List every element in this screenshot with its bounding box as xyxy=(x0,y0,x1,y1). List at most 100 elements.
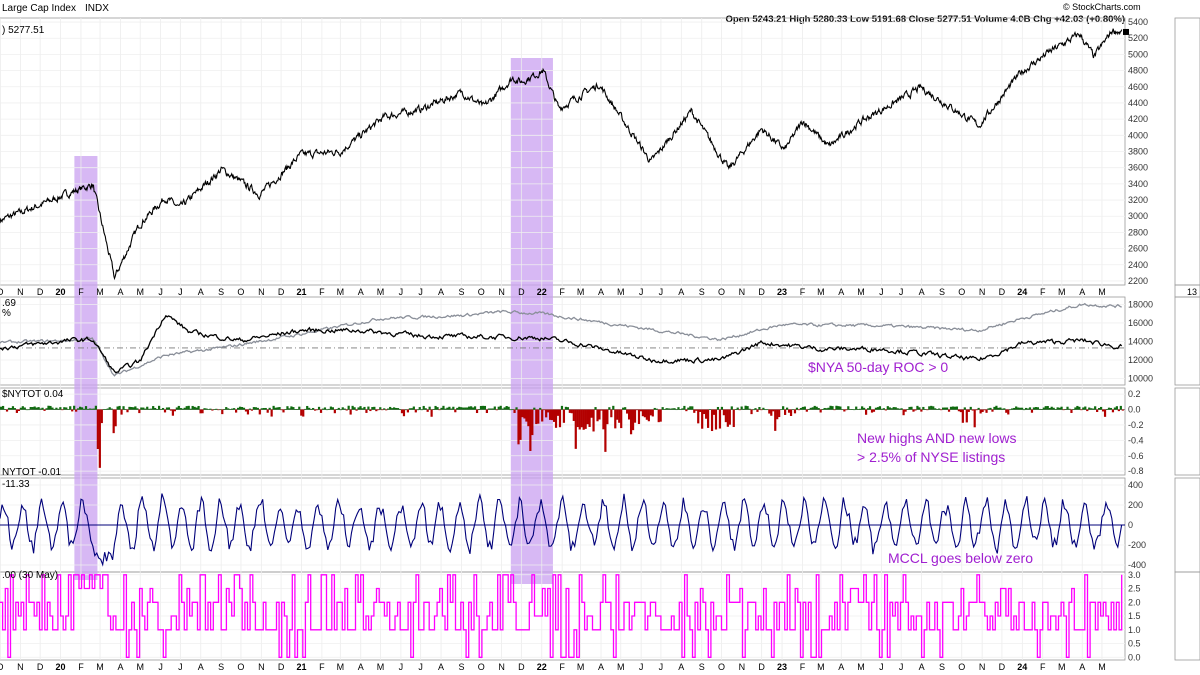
nytot-bar xyxy=(934,408,937,410)
nytot-bar xyxy=(9,408,13,410)
exchange-label: INDX xyxy=(85,3,109,14)
nytot-bar xyxy=(41,407,44,410)
nytot-bar xyxy=(940,409,943,411)
nytot-bar xyxy=(849,409,852,410)
nytot-bar xyxy=(489,408,492,410)
nytot-bar xyxy=(517,409,520,445)
nytot-bar xyxy=(908,406,911,410)
nytot-bar xyxy=(1011,408,1014,410)
month-tick-label: A xyxy=(358,287,364,297)
month-tick-label: M xyxy=(337,287,345,297)
nytot-bar xyxy=(424,408,427,410)
nytot-bar xyxy=(161,407,165,410)
month-tick-label: O xyxy=(478,662,485,672)
nytot-bar xyxy=(130,407,133,410)
y-tick-label: 2.5 xyxy=(1128,584,1141,594)
nytot-bar xyxy=(570,409,573,414)
nytot-bar xyxy=(493,406,496,410)
nytot-bar xyxy=(1074,407,1077,410)
nytot-bar xyxy=(302,409,305,417)
month-tick-label: O xyxy=(718,662,725,672)
nytot-bar xyxy=(73,405,76,410)
y-tick-label: 5400 xyxy=(1128,17,1148,27)
nytot-bar xyxy=(221,409,224,415)
nytot-bar xyxy=(193,406,196,410)
nytot-bar xyxy=(201,409,204,414)
nytot-bar xyxy=(728,409,731,425)
y-tick-label: -400 xyxy=(1128,560,1146,570)
month-tick-label: 22 xyxy=(537,662,547,672)
nytot-bar xyxy=(63,407,66,410)
y-tick-label: 14000 xyxy=(1128,336,1153,346)
nytot-bar xyxy=(708,409,712,410)
month-tick-label: M xyxy=(337,662,345,672)
nytot-bar xyxy=(564,406,568,410)
nytot-bar xyxy=(146,406,149,410)
nytot-bar xyxy=(938,408,941,410)
nytot-bar xyxy=(35,407,38,410)
price-line xyxy=(0,28,1123,281)
nytot-bar xyxy=(643,409,646,418)
nytot-bar xyxy=(997,407,1000,410)
month-tick-label: D xyxy=(278,287,285,297)
nytot-bar xyxy=(626,409,629,414)
nytot-bar xyxy=(857,409,860,410)
nytot-bar xyxy=(839,406,842,410)
mccl-line xyxy=(0,492,1123,567)
nytot-bar xyxy=(770,409,773,416)
nytot-bar xyxy=(254,407,257,410)
nytot-bar xyxy=(61,409,64,411)
nytot-bar xyxy=(144,408,147,410)
nytot-bar xyxy=(45,408,48,410)
nytot-bar xyxy=(179,408,182,410)
month-tick-label: F xyxy=(1040,287,1046,297)
side-axis-frame xyxy=(1174,284,1200,298)
nytot-bar xyxy=(1096,409,1099,413)
nytot-bar xyxy=(1034,407,1038,410)
nytot-bar xyxy=(697,409,700,424)
nytot-bar xyxy=(943,407,947,410)
nytot-bar xyxy=(691,406,694,410)
nytot-bar xyxy=(268,407,271,410)
nytot-bar xyxy=(989,407,992,410)
nytot-bar xyxy=(67,409,70,410)
nytot-bar xyxy=(88,408,92,410)
nytot-bar xyxy=(945,407,949,410)
nytot-bar xyxy=(718,409,722,429)
nytot-bar xyxy=(888,407,891,410)
nytot-bar xyxy=(21,406,24,410)
month-tick-label: N xyxy=(498,287,505,297)
nytot-bar xyxy=(1111,409,1115,413)
nytot-bar xyxy=(768,409,771,414)
month-tick-label: F xyxy=(1040,662,1046,672)
nytot-bar xyxy=(306,405,309,410)
nytot-bar xyxy=(926,409,929,411)
nytot-bar xyxy=(495,409,498,411)
nytot-bar xyxy=(270,409,273,417)
nytot-bar xyxy=(329,406,332,410)
nytot-bar xyxy=(23,407,26,410)
nytot-bar xyxy=(795,407,799,410)
nytot-bar xyxy=(19,407,22,410)
nytot-bar xyxy=(347,405,350,410)
nytot-bar xyxy=(317,406,321,410)
nytot-bar xyxy=(400,409,404,414)
nytot-bar xyxy=(452,406,455,410)
nytot-bar xyxy=(392,407,396,410)
nytot-bar xyxy=(1115,406,1118,410)
month-tick-label: D xyxy=(758,287,765,297)
month-tick-label: D xyxy=(278,662,285,672)
nytot-bar xyxy=(1009,409,1012,411)
nytot-bar xyxy=(1030,409,1034,413)
nytot-bar xyxy=(541,409,544,422)
nytot-bar xyxy=(217,409,220,411)
nytot-bar xyxy=(353,407,356,410)
nytot-bar xyxy=(829,405,832,410)
nytot-bar xyxy=(689,406,692,410)
nytot-bar xyxy=(428,406,431,410)
mccl-annotation: MCCL goes below zero xyxy=(888,550,1033,566)
nytot-bar xyxy=(381,409,384,411)
nytot-bar xyxy=(714,409,718,430)
chart-title: Large Cap Index xyxy=(2,3,76,14)
nytot-bar xyxy=(59,407,62,410)
